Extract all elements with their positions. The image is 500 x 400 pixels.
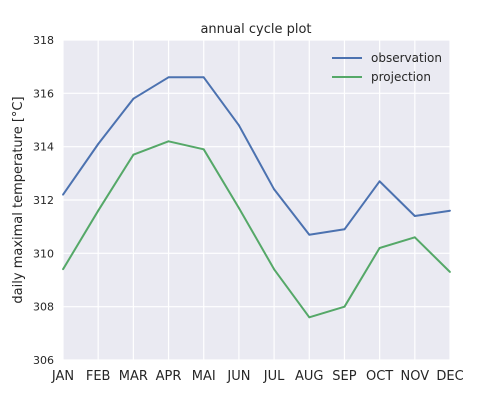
x-tick-labels: JAN FEB MAR APR MAI JUN JUL AUG SEP OCT NOV DEC — [51, 369, 464, 384]
series-lines — [62, 76, 451, 319]
x-tick-label: OCT — [366, 369, 393, 384]
x-tick-label: AUG — [295, 369, 323, 384]
x-tick-label: JAN — [51, 369, 74, 384]
x-tick-label: APR — [156, 369, 182, 384]
data-point-projection — [343, 305, 346, 308]
data-point-projection — [238, 207, 240, 209]
data-point-observation — [167, 76, 170, 79]
data-point-projection — [97, 209, 100, 212]
data-point-projection — [413, 236, 416, 239]
y-tick-label: 314 — [33, 141, 54, 154]
y-tick-label: 316 — [33, 87, 54, 100]
data-point-observation — [378, 180, 381, 183]
data-point-projection — [62, 268, 64, 271]
y-tick-label: 308 — [33, 301, 54, 314]
x-tick-label: SEP — [332, 369, 356, 384]
data-point-projection — [167, 140, 170, 143]
data-point-projection — [202, 148, 205, 151]
data-point-projection — [449, 271, 451, 273]
y-axis-label: daily maximal temperature [°C] — [11, 96, 26, 303]
data-point-observation — [413, 215, 416, 217]
x-tick-label: FEB — [86, 369, 111, 384]
x-tick-label: NOV — [401, 369, 430, 384]
grid-lines — [62, 39, 451, 361]
data-point-observation — [449, 209, 451, 212]
y-tick-label: 306 — [33, 354, 54, 367]
data-point-projection — [378, 247, 381, 249]
chart-title: annual cycle plot — [200, 22, 311, 37]
legend: observation projection — [332, 51, 442, 84]
y-tick-labels: 306 308 310 312 314 316 318 — [33, 34, 54, 367]
data-point-observation — [62, 193, 64, 196]
data-point-projection — [308, 316, 311, 319]
data-point-observation — [202, 76, 205, 79]
legend-label-observation: observation — [371, 51, 442, 65]
data-point-observation — [132, 97, 135, 100]
x-tick-label: JUN — [226, 369, 250, 384]
data-point-observation — [273, 188, 275, 191]
data-point-observation — [343, 228, 346, 231]
data-point-observation — [238, 124, 240, 127]
data-point-projection — [273, 268, 275, 271]
series-line-projection — [62, 140, 451, 319]
x-tick-label: MAR — [119, 369, 148, 384]
x-tick-label: JUL — [263, 369, 285, 384]
y-tick-label: 310 — [33, 247, 54, 260]
legend-label-projection: projection — [371, 70, 431, 84]
data-point-projection — [132, 153, 135, 156]
x-tick-label: DEC — [436, 369, 463, 384]
x-tick-label: MAI — [192, 369, 216, 384]
y-tick-label: 318 — [33, 34, 54, 47]
y-tick-label: 312 — [33, 194, 54, 207]
series-line-observation — [62, 76, 451, 236]
data-point-observation — [97, 143, 100, 145]
data-point-observation — [308, 233, 311, 236]
